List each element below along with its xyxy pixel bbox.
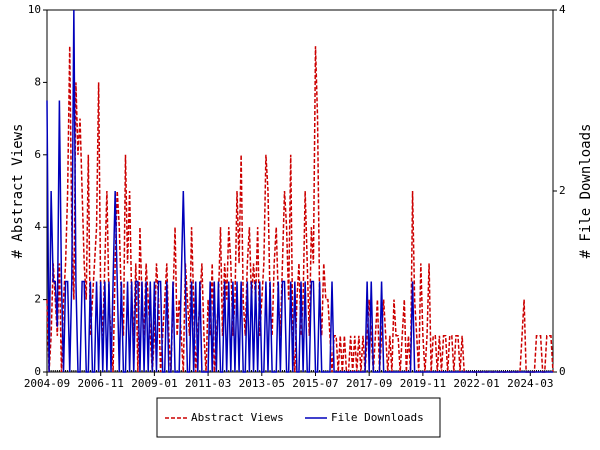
x-tick-label: 2019-11 xyxy=(400,377,446,390)
x-tick-label: 2017-09 xyxy=(346,377,392,390)
y-tick-label: 2 xyxy=(34,293,41,306)
legend-label: Abstract Views xyxy=(191,411,284,424)
x-tick-label: 2006-11 xyxy=(78,377,124,390)
y-tick-label: 10 xyxy=(28,3,41,16)
x-tick-label: 2013-05 xyxy=(239,377,285,390)
y-tick-label: 0 xyxy=(34,365,41,378)
y-tick-label: 4 xyxy=(34,220,41,233)
x-tick-label: 2022-01 xyxy=(453,377,499,390)
y-tick-label: 6 xyxy=(34,148,41,161)
x-tick-label: 2011-03 xyxy=(185,377,231,390)
x-tick-label: 2009-01 xyxy=(131,377,177,390)
series-line xyxy=(46,9,553,373)
y-axis-title: # Abstract Views xyxy=(10,124,26,259)
x-tick-label: 2004-09 xyxy=(24,377,70,390)
y2-tick-label: 0 xyxy=(559,365,566,378)
y2-tick-label: 2 xyxy=(559,184,566,197)
legend-label: File Downloads xyxy=(331,411,424,424)
legend-box xyxy=(156,397,441,438)
x-tick-label: 2024-03 xyxy=(507,377,553,390)
x-tick-label: 2015-07 xyxy=(292,377,338,390)
y2-axis-title: # File Downloads xyxy=(578,124,594,259)
y-tick-label: 8 xyxy=(34,75,41,88)
y2-tick-label: 4 xyxy=(559,3,566,16)
